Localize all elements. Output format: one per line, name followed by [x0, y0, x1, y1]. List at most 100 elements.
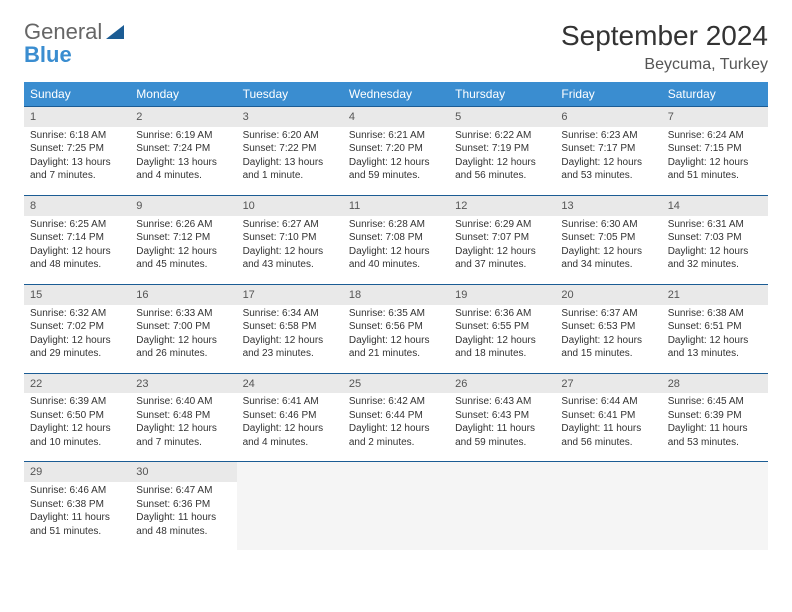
logo: General Blue	[24, 20, 124, 66]
day-number-cell: 30	[130, 462, 236, 482]
day-number-cell: 23	[130, 373, 236, 393]
calendar-body: 1234567Sunrise: 6:18 AMSunset: 7:25 PMDa…	[24, 107, 768, 551]
day-number-cell: 6	[555, 107, 661, 127]
sunrise-text: Sunrise: 6:22 AM	[455, 129, 549, 143]
sunrise-text: Sunrise: 6:19 AM	[136, 129, 230, 143]
sunset-text: Sunset: 6:43 PM	[455, 409, 549, 423]
sunrise-text: Sunrise: 6:47 AM	[136, 484, 230, 498]
weekday-header: Wednesday	[343, 82, 449, 107]
day-number-cell: 24	[237, 373, 343, 393]
day-info-cell: Sunrise: 6:21 AMSunset: 7:20 PMDaylight:…	[343, 127, 449, 196]
sunrise-text: Sunrise: 6:38 AM	[668, 307, 762, 321]
sunset-text: Sunset: 6:48 PM	[136, 409, 230, 423]
daylight-text: Daylight: 12 hours and 2 minutes.	[349, 422, 443, 449]
day-number-cell: 3	[237, 107, 343, 127]
daylight-text: Daylight: 13 hours and 4 minutes.	[136, 156, 230, 183]
sunrise-text: Sunrise: 6:33 AM	[136, 307, 230, 321]
sunset-text: Sunset: 6:44 PM	[349, 409, 443, 423]
daylight-text: Daylight: 12 hours and 53 minutes.	[561, 156, 655, 183]
day-info-cell: Sunrise: 6:32 AMSunset: 7:02 PMDaylight:…	[24, 305, 130, 374]
day-info-cell: Sunrise: 6:35 AMSunset: 6:56 PMDaylight:…	[343, 305, 449, 374]
sunset-text: Sunset: 7:03 PM	[668, 231, 762, 245]
day-number-cell	[555, 462, 661, 482]
day-info-cell: Sunrise: 6:47 AMSunset: 6:36 PMDaylight:…	[130, 482, 236, 550]
sunset-text: Sunset: 6:39 PM	[668, 409, 762, 423]
sunrise-text: Sunrise: 6:46 AM	[30, 484, 124, 498]
header: General Blue September 2024 Beycuma, Tur…	[24, 20, 768, 74]
sunrise-text: Sunrise: 6:21 AM	[349, 129, 443, 143]
sunset-text: Sunset: 7:10 PM	[243, 231, 337, 245]
daylight-text: Daylight: 12 hours and 40 minutes.	[349, 245, 443, 272]
day-info-cell: Sunrise: 6:37 AMSunset: 6:53 PMDaylight:…	[555, 305, 661, 374]
day-number-cell: 22	[24, 373, 130, 393]
sunset-text: Sunset: 7:19 PM	[455, 142, 549, 156]
daylight-text: Daylight: 12 hours and 29 minutes.	[30, 334, 124, 361]
day-info-cell	[237, 482, 343, 550]
sunrise-text: Sunrise: 6:18 AM	[30, 129, 124, 143]
daylight-text: Daylight: 12 hours and 59 minutes.	[349, 156, 443, 183]
day-info-cell: Sunrise: 6:46 AMSunset: 6:38 PMDaylight:…	[24, 482, 130, 550]
day-info-cell: Sunrise: 6:23 AMSunset: 7:17 PMDaylight:…	[555, 127, 661, 196]
day-info-row: Sunrise: 6:18 AMSunset: 7:25 PMDaylight:…	[24, 127, 768, 196]
sunrise-text: Sunrise: 6:20 AM	[243, 129, 337, 143]
sunset-text: Sunset: 7:25 PM	[30, 142, 124, 156]
daylight-text: Daylight: 12 hours and 34 minutes.	[561, 245, 655, 272]
day-number-cell: 17	[237, 284, 343, 304]
sunrise-text: Sunrise: 6:44 AM	[561, 395, 655, 409]
sunset-text: Sunset: 6:58 PM	[243, 320, 337, 334]
day-number-cell	[662, 462, 768, 482]
weekday-header: Sunday	[24, 82, 130, 107]
day-number-cell: 13	[555, 195, 661, 215]
day-info-cell: Sunrise: 6:38 AMSunset: 6:51 PMDaylight:…	[662, 305, 768, 374]
daylight-text: Daylight: 12 hours and 43 minutes.	[243, 245, 337, 272]
sunset-text: Sunset: 6:36 PM	[136, 498, 230, 512]
sunset-text: Sunset: 7:05 PM	[561, 231, 655, 245]
daylight-text: Daylight: 12 hours and 56 minutes.	[455, 156, 549, 183]
day-info-cell: Sunrise: 6:22 AMSunset: 7:19 PMDaylight:…	[449, 127, 555, 196]
sunrise-text: Sunrise: 6:25 AM	[30, 218, 124, 232]
logo-text: General Blue	[24, 20, 102, 66]
day-info-cell: Sunrise: 6:28 AMSunset: 7:08 PMDaylight:…	[343, 216, 449, 285]
daylight-text: Daylight: 12 hours and 4 minutes.	[243, 422, 337, 449]
daylight-text: Daylight: 12 hours and 15 minutes.	[561, 334, 655, 361]
sunrise-text: Sunrise: 6:30 AM	[561, 218, 655, 232]
daylight-text: Daylight: 12 hours and 37 minutes.	[455, 245, 549, 272]
sunset-text: Sunset: 7:17 PM	[561, 142, 655, 156]
day-number-cell: 2	[130, 107, 236, 127]
day-info-row: Sunrise: 6:39 AMSunset: 6:50 PM Daylight:…	[24, 393, 768, 462]
day-number-row: 1234567	[24, 107, 768, 127]
day-info-row: Sunrise: 6:46 AMSunset: 6:38 PMDaylight:…	[24, 482, 768, 550]
daylight-text: Daylight: 12 hours and 45 minutes.	[136, 245, 230, 272]
day-info-cell: Sunrise: 6:27 AMSunset: 7:10 PMDaylight:…	[237, 216, 343, 285]
day-info-cell: Sunrise: 6:43 AMSunset: 6:43 PMDaylight:…	[449, 393, 555, 462]
daylight-text: Daylight: 11 hours and 56 minutes.	[561, 422, 655, 449]
day-info-cell: Sunrise: 6:36 AMSunset: 6:55 PMDaylight:…	[449, 305, 555, 374]
weekday-header: Monday	[130, 82, 236, 107]
sunset-text: Sunset: 6:55 PM	[455, 320, 549, 334]
day-info-cell: Sunrise: 6:24 AMSunset: 7:15 PMDaylight:…	[662, 127, 768, 196]
daylight-text: Daylight: 12 hours and 21 minutes.	[349, 334, 443, 361]
sunset-text: Sunset: 7:20 PM	[349, 142, 443, 156]
day-info-cell: Sunrise: 6:19 AMSunset: 7:24 PMDaylight:…	[130, 127, 236, 196]
sunrise-text: Sunrise: 6:37 AM	[561, 307, 655, 321]
day-info-cell: Sunrise: 6:40 AMSunset: 6:48 PMDaylight:…	[130, 393, 236, 462]
sunrise-text: Sunrise: 6:26 AM	[136, 218, 230, 232]
day-info-cell: Sunrise: 6:41 AMSunset: 6:46 PMDaylight:…	[237, 393, 343, 462]
day-info-row: Sunrise: 6:25 AMSunset: 7:14 PMDaylight:…	[24, 216, 768, 285]
day-info-cell	[662, 482, 768, 550]
day-number-cell: 29	[24, 462, 130, 482]
daylight-text: Daylight: 12 hours and 48 minutes.	[30, 245, 124, 272]
sunrise-text: Sunrise: 6:28 AM	[349, 218, 443, 232]
sunset-text: Sunset: 6:50 PM	[30, 409, 124, 423]
daylight-text: Daylight: 11 hours and 48 minutes.	[136, 511, 230, 538]
triangle-icon	[106, 25, 124, 39]
sunset-text: Sunset: 6:51 PM	[668, 320, 762, 334]
day-number-cell: 7	[662, 107, 768, 127]
daylight-text: Daylight: 13 hours and 7 minutes.	[30, 156, 124, 183]
sunrise-text: Sunrise: 6:39 AM	[30, 395, 124, 409]
day-info-cell: Sunrise: 6:42 AMSunset: 6:44 PMDaylight:…	[343, 393, 449, 462]
sunrise-text: Sunrise: 6:42 AM	[349, 395, 443, 409]
sunset-text: Sunset: 6:56 PM	[349, 320, 443, 334]
day-info-cell: Sunrise: 6:39 AMSunset: 6:50 PMDaylight:…	[24, 393, 130, 462]
day-number-cell: 12	[449, 195, 555, 215]
